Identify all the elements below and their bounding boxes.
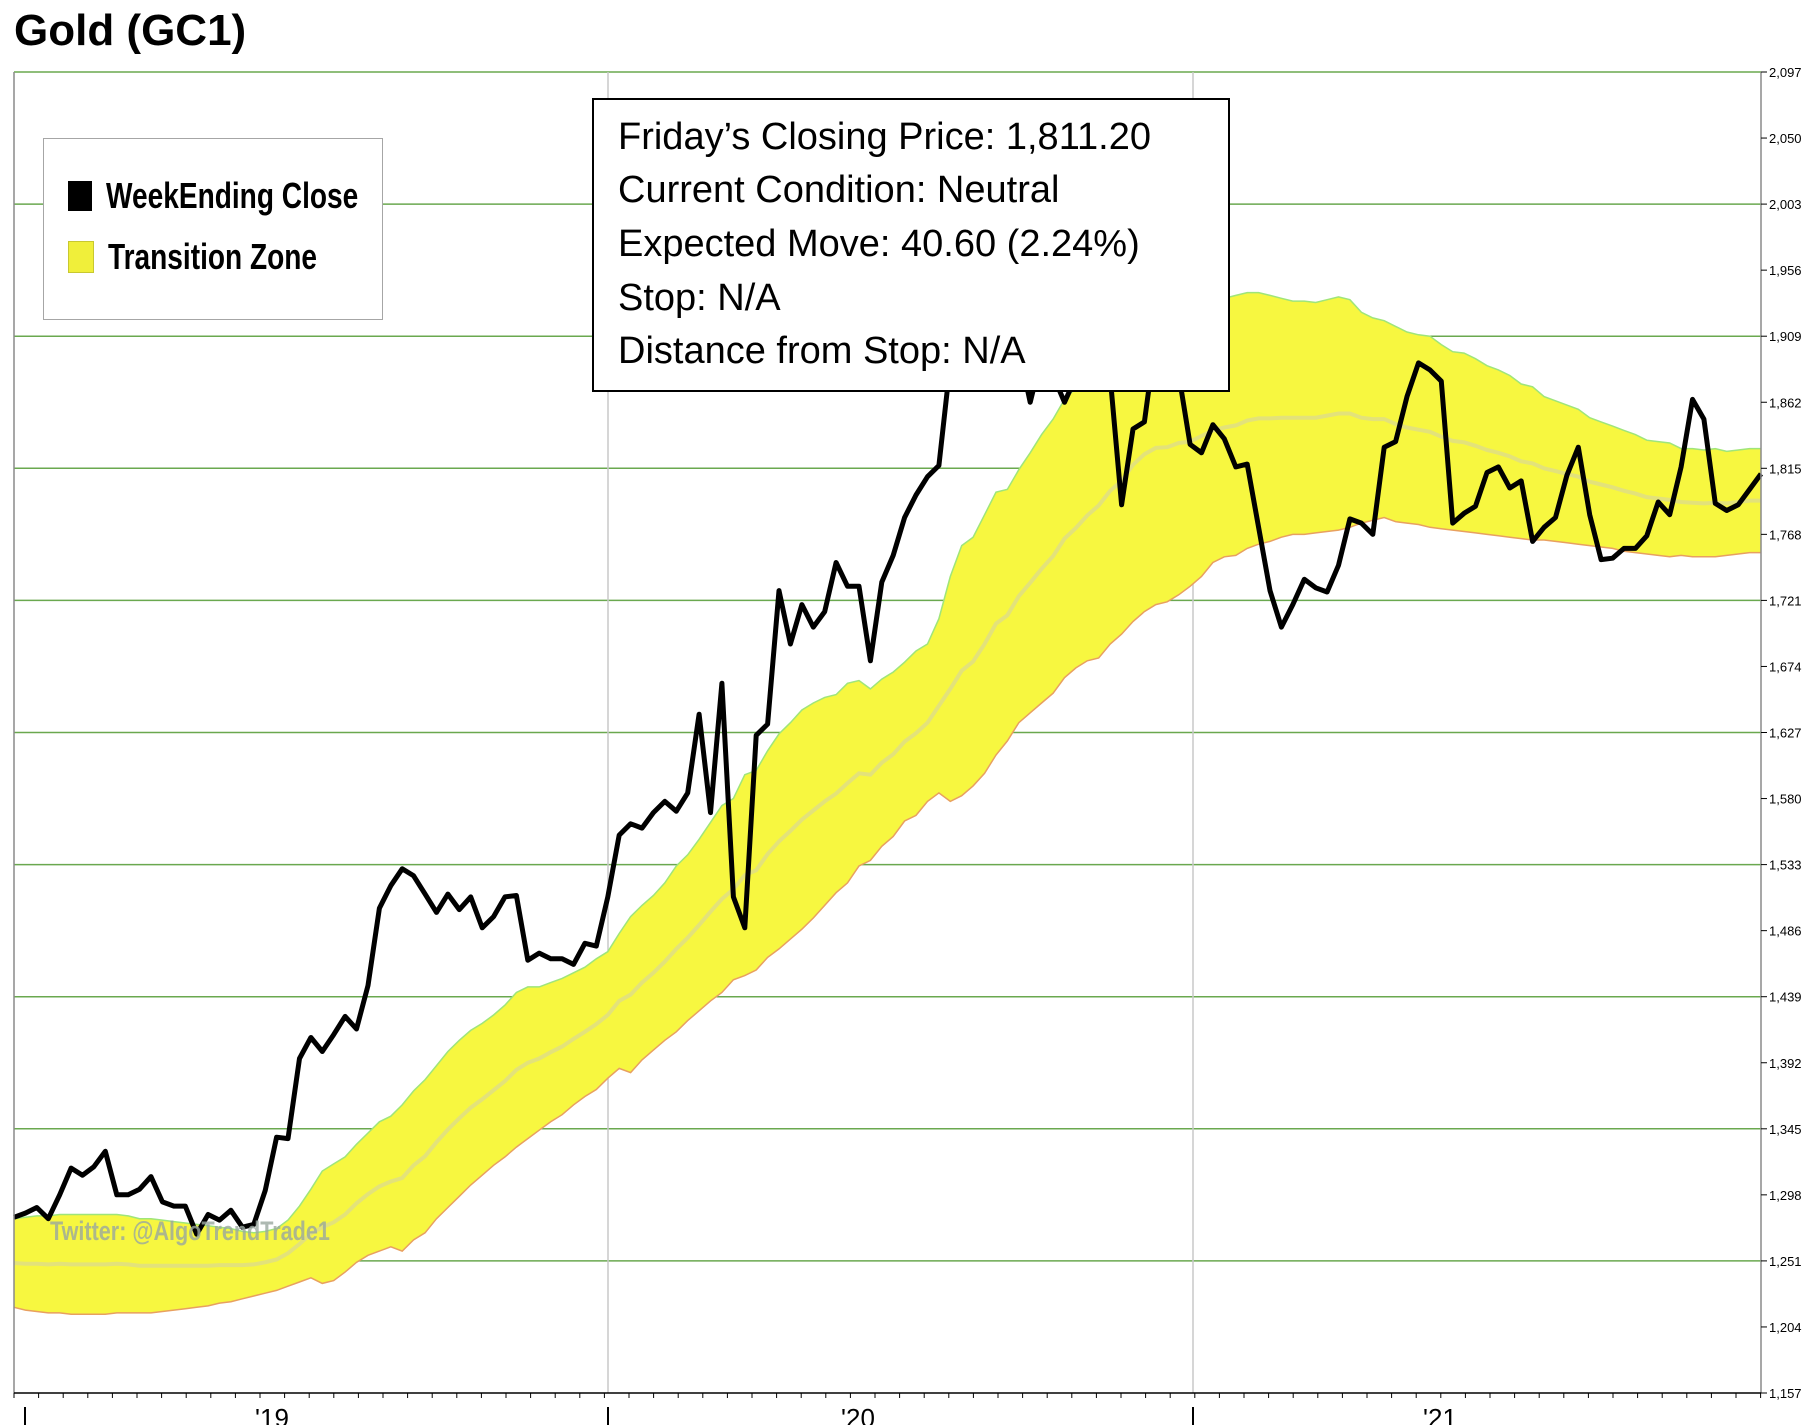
legend-label-zone: Transition Zone (108, 236, 318, 277)
y-tick-label: 1,956 (1769, 263, 1802, 278)
y-tick-label: 2,050 (1769, 131, 1802, 146)
y-tick-label: 1,909 (1769, 329, 1802, 344)
x-tick-label: '21 (1423, 1403, 1457, 1425)
legend-item-zone: Transition Zone (68, 236, 376, 277)
y-tick-label: 1,204 (1769, 1320, 1802, 1335)
info-expected-move: Expected Move: 40.60 (2.24%) (618, 223, 1140, 265)
y-tick-label: 1,251 (1769, 1254, 1802, 1269)
y-tick-label: 1,533 (1769, 858, 1802, 873)
y-tick-label: 2,003 (1769, 197, 1802, 212)
y-axis-ticks: 2,097 2,050 2,003 1,956 1,909 1,862 1,815 1,768… (1761, 65, 1802, 1401)
y-tick-label: 1,345 (1769, 1122, 1802, 1137)
info-closing-price: Friday’s Closing Price: 1,811.20 (618, 116, 1151, 158)
legend-item-close: WeekEnding Close (68, 175, 429, 216)
y-tick-label: 1,580 (1769, 792, 1802, 807)
y-tick-label: 1,721 (1769, 593, 1802, 608)
info-stop: Stop: N/A (618, 277, 781, 319)
week-ending-close-series (13, 203, 1764, 1237)
y-tick-label: 1,298 (1769, 1188, 1802, 1203)
info-distance-from-stop: Distance from Stop: N/A (618, 330, 1026, 372)
y-tick-label: 1,674 (1769, 659, 1802, 674)
transition-zone-band (14, 291, 1761, 1315)
legend-swatch-close (68, 181, 92, 211)
transition-zone-upper-edge (13, 290, 1761, 1234)
chart-title: Gold (GC1) (14, 6, 247, 55)
y-tick-label: 1,627 (1769, 726, 1802, 741)
y-tick-label: 1,815 (1769, 461, 1802, 476)
transition-zone (13, 290, 1761, 1316)
x-axis-ticks: '19 '20 '21 (24, 1403, 1457, 1425)
x-tick-label: '20 (841, 1403, 875, 1425)
legend-label-close: WeekEnding Close (106, 175, 359, 216)
y-tick-label: 1,486 (1769, 924, 1802, 939)
transition-zone-lower-edge (13, 516, 1761, 1316)
y-tick-label: 1,392 (1769, 1056, 1802, 1071)
y-tick-label: 2,097 (1769, 65, 1802, 80)
y-tick-label: 1,157 (1769, 1386, 1802, 1401)
legend: WeekEnding Close Transition Zone (43, 138, 383, 320)
legend-swatch-zone (68, 241, 94, 273)
y-tick-label: 1,862 (1769, 395, 1802, 410)
watermark-text: Twitter: @AlgoTrendTrade1 (50, 1216, 330, 1246)
y-tick-label: 1,768 (1769, 527, 1802, 542)
transition-zone-midline (13, 411, 1761, 1268)
x-tick-label: '19 (255, 1403, 289, 1425)
y-tick-label: 1,439 (1769, 990, 1802, 1005)
info-current-condition: Current Condition: Neutral (618, 169, 1060, 211)
close-line (13, 203, 1764, 1237)
info-box: Friday’s Closing Price: 1,811.20 Current… (592, 98, 1230, 392)
